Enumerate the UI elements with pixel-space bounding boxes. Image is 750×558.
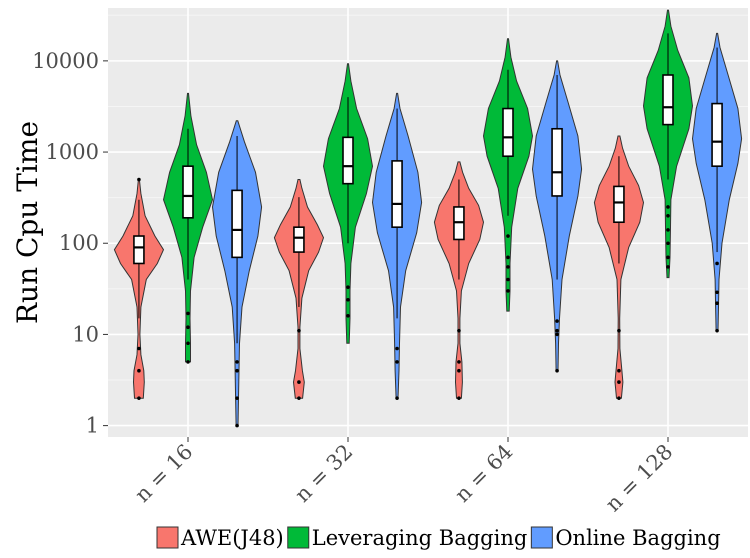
outlier-point: [506, 255, 510, 260]
outlier-point: [506, 277, 510, 282]
legend-swatch: [156, 526, 179, 549]
outlier-point: [715, 290, 719, 295]
y-axis-title: Run Cpu Time: [11, 121, 44, 324]
outlier-point: [555, 319, 559, 323]
x-tick-label: n = 16: [130, 440, 197, 507]
box: [293, 226, 305, 253]
outlier-point: [555, 368, 559, 373]
violin-AWE(J48)-n = 128: [593, 135, 645, 399]
outlier-point: [395, 396, 399, 400]
outlier-point: [235, 360, 239, 364]
outlier-point: [666, 228, 670, 232]
outlier-point: [346, 285, 350, 289]
legend-swatch: [530, 526, 553, 549]
x-tick-label: n = 32: [290, 440, 357, 507]
outlier-point: [506, 289, 510, 293]
outlier-point: [457, 368, 461, 373]
outlier-point: [297, 380, 301, 384]
legend-swatch: [287, 526, 310, 549]
x-tick-label: n = 128: [601, 440, 678, 517]
outlier-point: [137, 396, 141, 400]
outlier-point: [457, 396, 461, 400]
outlier-point: [715, 301, 719, 305]
y-tick-label: 100: [59, 231, 99, 255]
box: [662, 74, 674, 126]
outlier-point: [555, 328, 559, 333]
outlier-point: [506, 234, 510, 238]
outlier-point: [395, 346, 399, 351]
outlier-point: [666, 255, 670, 260]
box: [231, 189, 243, 259]
legend-label: Online Bagging: [555, 526, 720, 550]
outlier-point: [346, 297, 350, 302]
x-tick-label: n = 64: [450, 440, 517, 507]
outlier-point: [297, 396, 301, 400]
outlier-point: [137, 177, 141, 182]
box: [551, 127, 563, 197]
box: [342, 136, 354, 185]
outlier-point: [617, 396, 621, 400]
y-tick-label: 10000: [32, 49, 99, 73]
outlier-point: [186, 341, 190, 346]
y-tick-label: 10: [72, 322, 99, 346]
box: [133, 235, 145, 265]
y-tick-label: 1: [86, 414, 99, 438]
outlier-point: [186, 311, 190, 316]
outlier-point: [137, 368, 141, 373]
outlier-point: [617, 368, 621, 373]
box: [502, 107, 514, 158]
legend-label: AWE(J48): [180, 526, 284, 550]
outlier-point: [186, 360, 190, 364]
outlier-point: [666, 205, 670, 209]
outlier-point: [617, 380, 621, 384]
outlier-point: [715, 328, 719, 333]
outlier-point: [186, 325, 190, 330]
x-axis: n = 16 n = 32 n = 64 n = 128: [130, 437, 678, 517]
outlier-point: [235, 423, 239, 428]
violin-AWE(J48)-n = 64: [433, 161, 485, 399]
outlier-point: [457, 360, 461, 364]
y-tick-label: 1000: [46, 140, 99, 164]
outlier-point: [137, 346, 141, 351]
violin-layer: [113, 9, 743, 428]
outlier-point: [395, 360, 399, 364]
outlier-point: [346, 314, 350, 318]
outlier-point: [666, 265, 670, 269]
outlier-point: [235, 368, 239, 373]
outlier-point: [235, 396, 239, 400]
legend: AWE(J48) Leveraging Bagging Online Bagging: [156, 526, 721, 550]
box: [182, 165, 194, 219]
box: [391, 160, 403, 228]
outlier-point: [715, 261, 719, 266]
legend-label: Leveraging Bagging: [312, 526, 528, 550]
y-axis: 1 10 100 1000 10000: [32, 49, 108, 438]
outlier-point: [666, 213, 670, 218]
box: [711, 102, 723, 167]
outlier-point: [506, 265, 510, 269]
outlier-point: [457, 328, 461, 333]
box: [613, 185, 625, 224]
outlier-point: [297, 328, 301, 333]
outlier-point: [666, 241, 670, 246]
outlier-point: [617, 328, 621, 333]
outlier-point: [555, 332, 559, 337]
